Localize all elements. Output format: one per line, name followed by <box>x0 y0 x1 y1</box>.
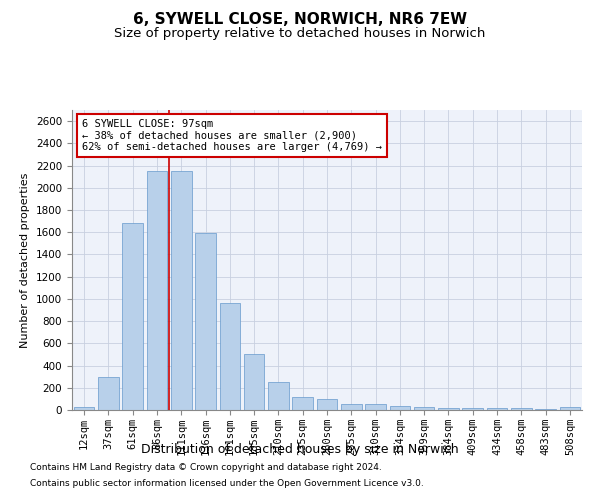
Bar <box>195 234 216 410</box>
Bar <box>414 406 434 410</box>
Bar <box>171 171 191 410</box>
Bar <box>560 407 580 410</box>
Bar <box>146 171 167 410</box>
Bar <box>487 408 508 410</box>
Text: Contains HM Land Registry data © Crown copyright and database right 2024.: Contains HM Land Registry data © Crown c… <box>30 464 382 472</box>
Bar <box>74 407 94 410</box>
Bar <box>463 408 483 410</box>
Bar <box>268 382 289 410</box>
Y-axis label: Number of detached properties: Number of detached properties <box>20 172 31 348</box>
Bar <box>389 406 410 410</box>
Bar <box>292 396 313 410</box>
Bar <box>365 404 386 410</box>
Text: Contains public sector information licensed under the Open Government Licence v3: Contains public sector information licen… <box>30 478 424 488</box>
Bar <box>438 408 459 410</box>
Text: 6, SYWELL CLOSE, NORWICH, NR6 7EW: 6, SYWELL CLOSE, NORWICH, NR6 7EW <box>133 12 467 28</box>
Bar <box>220 304 240 410</box>
Text: 6 SYWELL CLOSE: 97sqm
← 38% of detached houses are smaller (2,900)
62% of semi-d: 6 SYWELL CLOSE: 97sqm ← 38% of detached … <box>82 119 382 152</box>
Bar <box>511 408 532 410</box>
Bar <box>98 376 119 410</box>
Bar <box>122 224 143 410</box>
Bar <box>317 399 337 410</box>
Bar <box>341 404 362 410</box>
Bar <box>244 354 265 410</box>
Text: Size of property relative to detached houses in Norwich: Size of property relative to detached ho… <box>115 28 485 40</box>
Text: Distribution of detached houses by size in Norwich: Distribution of detached houses by size … <box>141 442 459 456</box>
